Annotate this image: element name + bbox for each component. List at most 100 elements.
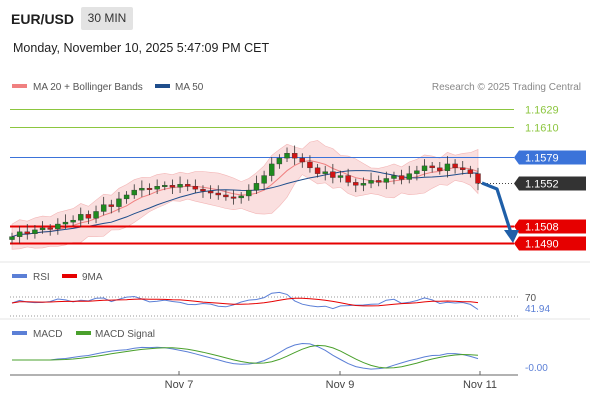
candle-body <box>78 214 84 221</box>
timestamp: Monday, November 10, 2025 5:47:09 PM CET <box>13 41 270 55</box>
macd-signal-legend-swatch <box>76 331 91 335</box>
candle-body <box>368 180 374 184</box>
candle-body <box>93 211 99 219</box>
candle-body <box>146 187 153 190</box>
rsi-ma-legend-swatch <box>62 274 77 278</box>
copyright-text: Research © 2025 Trading Central <box>432 82 581 93</box>
price-level-1.1579-tag <box>514 150 586 165</box>
candle-body <box>299 157 305 163</box>
candle-body <box>360 183 367 186</box>
candle-body <box>452 163 458 169</box>
candle-body <box>223 194 229 198</box>
price-level-1.1629-label: 1.1629 <box>525 105 559 117</box>
price-level-1.1490-label: 1.1490 <box>525 239 559 251</box>
candle-body <box>269 163 275 176</box>
symbol-title: EUR/USD <box>11 11 75 27</box>
x-tick-label: Nov 9 <box>326 379 355 391</box>
candle-body <box>375 180 382 183</box>
candle-body <box>24 231 30 234</box>
candle-body <box>154 186 160 190</box>
candle-body <box>330 171 336 178</box>
price-level-1.1610-label: 1.1610 <box>525 123 559 135</box>
candle-body <box>460 167 466 170</box>
candle-body <box>238 195 244 199</box>
candle-body <box>9 236 15 240</box>
price-level-1.1508-tag <box>514 219 586 234</box>
price-level-1.1508-label: 1.1508 <box>525 222 559 234</box>
candle-body <box>185 184 191 187</box>
rsi-ma-legend-label: 9MA <box>82 272 103 283</box>
price-level-1.1552-tag <box>514 176 586 191</box>
candle-body <box>253 183 260 191</box>
candle-body <box>207 190 214 194</box>
candle-body <box>16 231 23 237</box>
candle-body <box>123 194 130 200</box>
price-level-1.1490-tag <box>514 236 586 251</box>
candle-body <box>475 173 481 184</box>
macd-signal-legend-label: MACD Signal <box>95 329 155 340</box>
macd-legend-label: MACD <box>33 329 62 340</box>
price-level-1.1579-label: 1.1579 <box>525 153 559 165</box>
macd-value-label: -0.00 <box>525 363 548 374</box>
candle-body <box>85 214 92 219</box>
macd-signal-line <box>12 344 479 369</box>
candle-body <box>39 227 46 231</box>
candle-body <box>276 157 283 165</box>
macd-line <box>12 342 479 370</box>
candle-body <box>322 171 328 174</box>
rsi-value-label: 41.94 <box>525 304 550 315</box>
candle-body <box>230 196 237 199</box>
candle-body <box>70 219 76 223</box>
timeframe-badge[interactable]: 30 MIN <box>81 7 133 30</box>
ma50-legend-label: MA 50 <box>175 82 204 93</box>
candle-body <box>406 173 412 180</box>
candle-body <box>100 204 107 212</box>
candle-body <box>116 198 122 207</box>
candle-body <box>131 189 137 196</box>
candle-body <box>215 192 221 196</box>
rsi-ma-line <box>11 297 479 307</box>
x-tick-label: Nov 7 <box>165 379 194 391</box>
candle-body <box>55 223 61 230</box>
candle-body <box>414 170 420 174</box>
candle-body <box>261 175 267 184</box>
ma20-legend-label: MA 20 + Bollinger Bands <box>33 82 143 93</box>
candle-body <box>108 204 115 207</box>
candle-body <box>391 175 397 179</box>
candle-body <box>192 186 199 190</box>
candle-body <box>62 221 69 225</box>
candle-body <box>47 227 53 230</box>
candle-body <box>284 153 290 159</box>
candle-body <box>353 182 359 186</box>
candle-body <box>291 153 298 159</box>
ma20-legend-swatch <box>12 84 27 88</box>
candle-body <box>437 167 443 171</box>
projection-arrow <box>481 181 519 243</box>
candle-body <box>246 189 252 197</box>
ma50-legend-swatch <box>155 84 170 88</box>
rsi-line <box>11 291 479 310</box>
candle-body <box>383 178 390 183</box>
candle-body <box>169 185 176 188</box>
candle-body <box>314 167 321 174</box>
macd-legend-swatch <box>12 331 27 335</box>
candle-body <box>337 175 344 178</box>
candle-body <box>345 175 351 183</box>
candle-body <box>421 165 428 171</box>
candle-body <box>162 185 168 187</box>
candle-body <box>467 169 474 174</box>
rsi-level-70-label: 70 <box>525 293 537 304</box>
candle-body <box>429 165 435 169</box>
candle-body <box>177 184 183 188</box>
rsi-legend-swatch <box>12 274 27 278</box>
candle-body <box>444 163 451 171</box>
candle-body <box>139 187 145 191</box>
rsi-legend-label: RSI <box>33 272 50 283</box>
candle-body <box>32 229 38 234</box>
candle-body <box>307 161 313 169</box>
price-level-1.1552-label: 1.1552 <box>525 179 559 191</box>
candle-body <box>398 175 405 180</box>
candle-body <box>200 188 206 192</box>
x-tick-label: Nov 11 <box>463 379 497 391</box>
